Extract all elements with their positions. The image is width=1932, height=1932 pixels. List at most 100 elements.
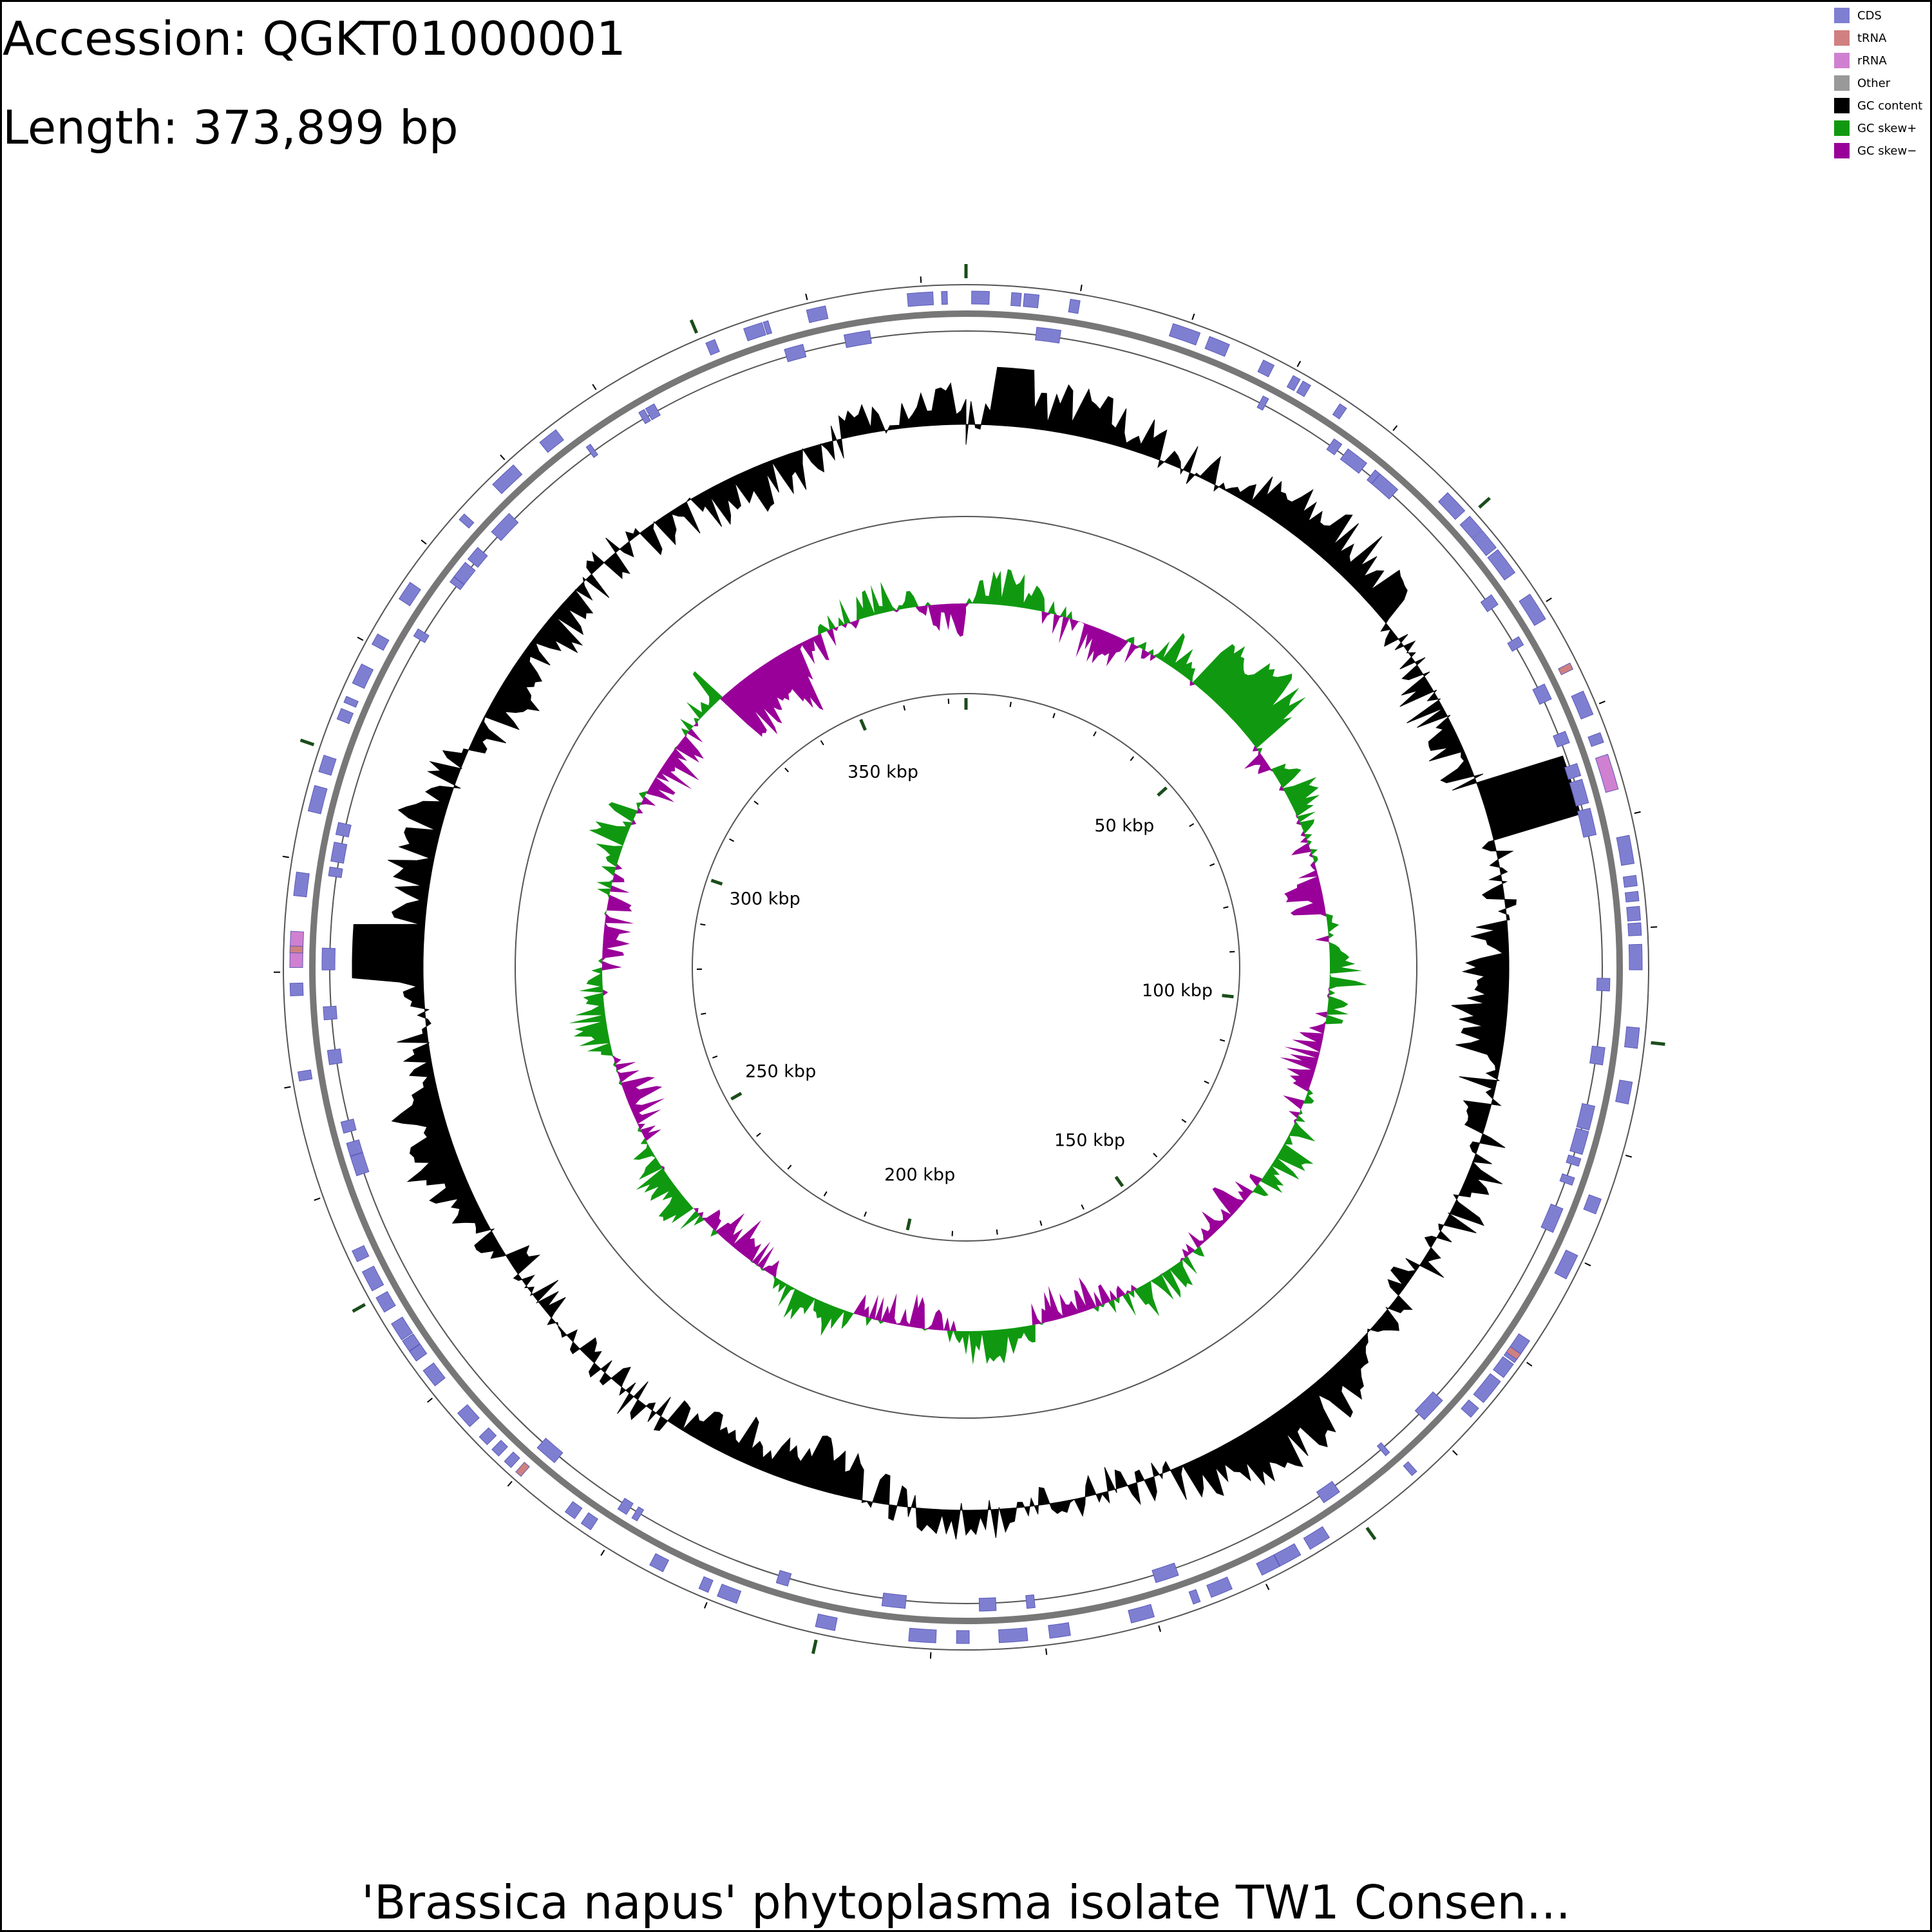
cds-feature-reverse <box>1553 730 1570 748</box>
legend-swatch-trna <box>1834 30 1850 46</box>
cds-feature-forward <box>705 339 720 355</box>
cds-feature-forward <box>1204 336 1230 357</box>
length-label: Length: 373,899 bp <box>3 100 459 155</box>
inner-minor-tick <box>787 1164 792 1170</box>
rrna-feature <box>1595 753 1619 793</box>
cds-feature-forward <box>1459 515 1482 539</box>
inner-minor-tick <box>1209 863 1215 867</box>
cds-feature-reverse <box>1376 1442 1390 1457</box>
cds-feature-forward <box>361 1265 384 1292</box>
tick-label: 100 kbp <box>1142 981 1213 1001</box>
inner-major-tick <box>1114 1175 1124 1188</box>
cds-feature-forward <box>941 290 948 305</box>
cds-feature-reverse <box>340 1119 357 1134</box>
outer-minor-tick <box>427 1397 433 1403</box>
cds-feature-forward <box>459 513 475 529</box>
outer-minor-tick <box>704 1602 708 1609</box>
cds-feature-forward <box>1627 922 1642 936</box>
cds-feature-forward <box>318 754 337 776</box>
outer-minor-tick <box>1265 1584 1270 1591</box>
cds-feature-reverse <box>491 513 519 542</box>
cds-feature-forward <box>1493 1356 1514 1378</box>
legend-label-gc-skew-plus: GC skew+ <box>1857 122 1917 135</box>
gc-skew-negative-plot <box>602 603 1330 1331</box>
cds-feature-reverse <box>1576 1103 1596 1131</box>
tick-label: 350 kbp <box>848 762 918 782</box>
cds-feature-forward <box>1437 492 1466 520</box>
cds-feature-forward <box>1571 690 1594 720</box>
cds-feature-reverse <box>1540 1203 1564 1233</box>
cds-feature-forward <box>352 1245 370 1262</box>
cds-feature-forward <box>1461 1399 1479 1418</box>
inner-minor-tick <box>903 705 906 711</box>
cds-feature-reverse <box>638 409 651 424</box>
ring-guide <box>329 330 1603 1604</box>
cds-feature-forward <box>971 290 990 305</box>
tick-label: 300 kbp <box>730 889 800 909</box>
cds-feature-reverse <box>1507 636 1524 652</box>
inner-minor-tick <box>1181 1119 1187 1123</box>
cds-feature-forward <box>1256 1554 1280 1576</box>
cds-feature-forward <box>815 1613 838 1631</box>
cds-feature-forward <box>1296 381 1311 397</box>
cds-feature-forward <box>998 1627 1028 1643</box>
cds-feature-forward <box>422 1362 446 1387</box>
cds-feature-reverse <box>617 1497 634 1515</box>
outer-major-tick <box>811 1639 818 1654</box>
backbone-ring <box>309 310 1623 1624</box>
tick-label: 250 kbp <box>745 1062 816 1082</box>
cds-feature-forward <box>1332 403 1347 420</box>
outer-major-tick <box>299 738 315 746</box>
outer-minor-tick <box>421 539 427 545</box>
cds-feature-reverse <box>881 1593 907 1609</box>
outer-major-tick <box>1365 1526 1377 1540</box>
outer-minor-tick <box>282 855 289 858</box>
tick-marks <box>274 264 1665 1659</box>
cds-feature-forward <box>1303 1526 1330 1550</box>
cds-feature-reverse <box>1480 594 1499 612</box>
outer-minor-tick <box>1158 1625 1162 1632</box>
cds-feature-forward <box>1583 1194 1602 1215</box>
gc-skew-positive-plot <box>569 569 1367 1365</box>
cds-feature-forward <box>1206 1577 1233 1598</box>
cds-feature-reverse <box>1025 1594 1036 1609</box>
feature-track <box>289 290 1643 1644</box>
inner-minor-tick <box>756 1132 761 1137</box>
inner-minor-tick <box>1223 906 1229 909</box>
cds-feature-forward <box>743 322 766 341</box>
ring-guide <box>515 516 1417 1419</box>
cds-feature-forward <box>1168 323 1201 346</box>
trna-feature <box>515 1461 530 1477</box>
trna-feature <box>1558 662 1574 676</box>
outer-major-tick <box>1478 497 1491 509</box>
inner-minor-tick <box>996 1229 998 1235</box>
cds-feature-forward <box>298 1069 313 1082</box>
outer-major-tick <box>352 1303 366 1313</box>
trna-feature <box>289 945 304 954</box>
gc-skew-track <box>569 569 1367 1365</box>
legend-label-cds: CDS <box>1857 9 1882 23</box>
cds-feature-forward <box>1624 891 1640 903</box>
cds-feature-reverse <box>1569 1128 1589 1155</box>
cds-feature-reverse <box>323 1005 337 1021</box>
cds-feature-forward <box>491 1439 508 1457</box>
cds-feature-forward <box>1554 1249 1578 1280</box>
outer-minor-tick <box>600 1549 605 1556</box>
outer-minor-tick <box>1392 425 1398 431</box>
cds-feature-forward <box>1286 375 1301 392</box>
outer-minor-tick <box>1625 1155 1633 1158</box>
cds-feature-forward <box>1622 875 1638 888</box>
cds-feature-reverse <box>1569 779 1589 807</box>
cds-feature-reverse <box>328 866 343 878</box>
cds-feature-reverse <box>1256 395 1269 411</box>
cds-feature-forward <box>343 696 359 708</box>
outer-minor-tick <box>284 1086 291 1089</box>
cds-feature-forward <box>1615 1079 1633 1105</box>
cds-feature-forward <box>1048 1622 1071 1639</box>
legend-label-other: Other <box>1857 77 1891 90</box>
cds-feature-forward <box>457 1404 480 1427</box>
cds-feature-reverse <box>1559 1173 1575 1186</box>
cds-feature-reverse <box>645 403 661 421</box>
outer-minor-tick <box>507 1481 513 1487</box>
cds-feature-reverse <box>631 1506 645 1522</box>
